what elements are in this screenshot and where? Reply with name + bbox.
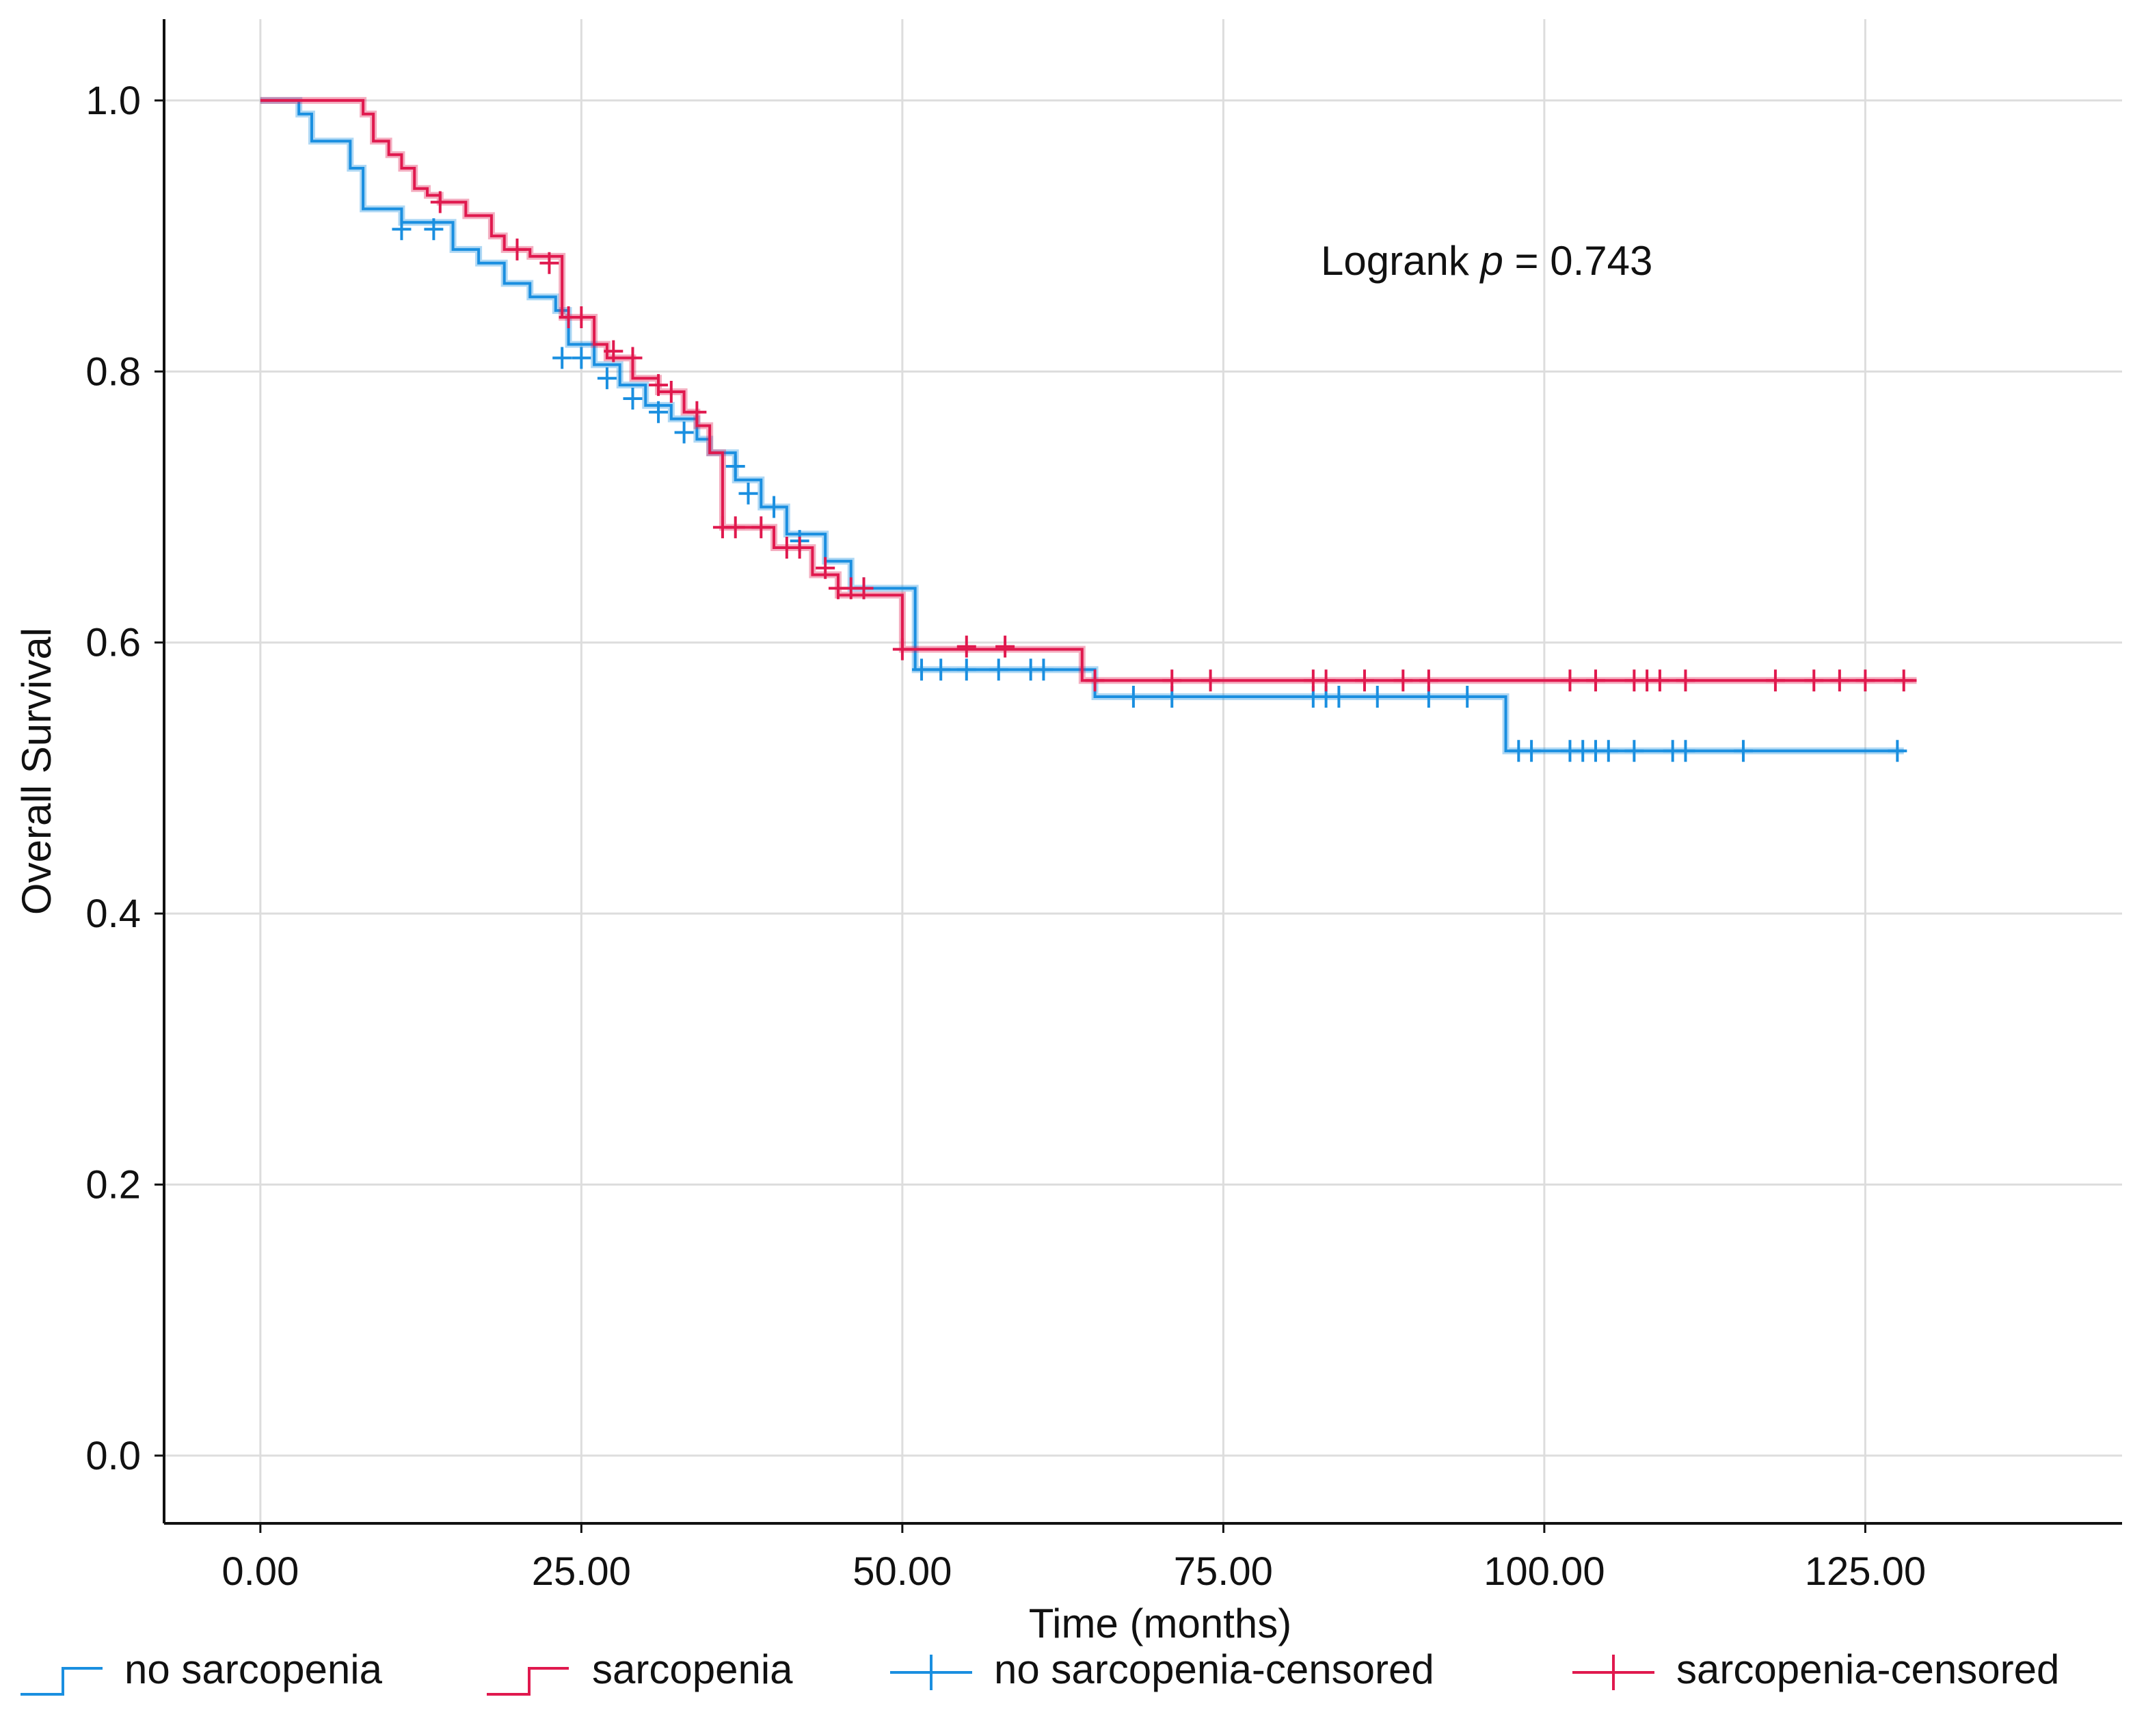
censor-mark [539,252,559,274]
censor-mark [725,455,745,478]
logrank-annotation: Logrank p = 0.743 [1321,238,1652,284]
y-axis-title: Overall Survival [14,628,59,915]
censor-mark [1085,669,1105,692]
censor-mark [1598,740,1618,762]
censor-mark [507,238,527,261]
censor-mark [392,218,412,241]
series-sarcopenia [260,96,1917,692]
censor-mark [1200,669,1220,692]
logrank-prefix: Logrank [1321,238,1481,284]
censor-mark [552,347,572,369]
censor-mark [1329,685,1349,708]
tick-labels: 0.00 25.00 50.00 75.00 100.00 125.00 0.0 0.2 0.4… [85,79,1926,1594]
survival-step-halo [260,96,1917,684]
legend-label: sarcopenia [592,1646,793,1692]
censor-mark [854,577,874,600]
censor-mark [1522,740,1542,762]
censor-mark [1894,669,1914,692]
censor-mark [1393,669,1413,692]
legend-swatch-step [21,1667,103,1696]
censor-mark [790,536,809,559]
censor-mark [572,306,591,329]
axes [163,19,2122,1525]
censor-mark [649,374,669,397]
legend-label: sarcopenia-censored [1676,1646,2059,1692]
censor-mark [912,658,932,681]
censor-mark [1367,685,1387,708]
x-tick-label: 100.00 [1484,1549,1605,1594]
legend: no sarcopenia sarcopenia no sarcopenia-c… [21,1646,2059,1696]
censor-mark [1458,685,1477,708]
censor-mark [1676,740,1695,762]
logrank-value: = 0.743 [1503,238,1653,284]
censor-mark [816,557,835,579]
censor-mark [572,347,591,369]
y-tick-label: 0.4 [85,892,141,936]
censor-mark [1162,669,1182,692]
censor-mark [649,401,669,423]
censor-mark [1765,669,1785,692]
censor-mark [1316,669,1336,692]
censor-mark [1676,669,1695,692]
grid-lines [164,19,2122,1523]
legend-label: no sarcopenia-censored [994,1646,1434,1692]
censor-mark [661,381,681,403]
censor-mark [623,387,643,410]
censor-mark [1123,685,1143,708]
censor-mark [1888,740,1907,762]
y-tick-label: 0.6 [85,621,141,665]
legend-item-no-sarcopenia-censored[interactable]: no sarcopenia-censored [890,1646,1434,1692]
censor-mark [687,401,707,423]
censor-mark [989,658,1008,681]
censor-mark [892,638,912,660]
censor-mark [931,658,951,681]
censor-mark [1855,669,1875,692]
x-tick-label: 50.00 [853,1549,952,1594]
legend-item-sarcopenia-censored[interactable]: sarcopenia-censored [1572,1646,2059,1692]
survival-step-line [260,98,1917,682]
censor-mark [1419,669,1438,692]
censor-mark [1586,669,1606,692]
x-tick-label: 125.00 [1805,1549,1926,1594]
censor-mark [1829,669,1849,692]
legend-item-sarcopenia[interactable]: sarcopenia [487,1646,793,1696]
censor-mark [430,191,450,213]
censor-mark [995,635,1015,658]
legend-label: no sarcopenia [124,1646,383,1692]
censor-mark [1804,669,1824,692]
censor-mark [725,516,745,539]
legend-swatch-plus [1572,1655,1654,1690]
censor-mark [751,516,771,539]
logrank-p: p [1479,238,1503,284]
x-tick-label: 25.00 [532,1549,631,1594]
y-tick-label: 1.0 [85,79,141,123]
censor-mark [1354,669,1374,692]
censor-mark [1650,669,1669,692]
censor-mark [604,340,623,362]
survival-step-line [260,98,1904,753]
censor-mark [956,635,976,658]
y-tick-label: 0.0 [85,1434,141,1478]
censor-mark [764,496,784,518]
censor-mark [597,367,617,390]
censor-mark [1034,658,1054,681]
x-axis-title: Time (months) [1029,1601,1292,1646]
x-tick-label: 75.00 [1174,1549,1273,1594]
censor-mark [738,482,758,505]
censor-mark [424,218,444,241]
censor-mark [623,347,643,369]
y-tick-label: 0.2 [85,1163,141,1207]
censor-mark [1560,669,1580,692]
series-layer [260,96,1917,762]
censor-mark [1733,740,1753,762]
legend-item-no-sarcopenia[interactable]: no sarcopenia [21,1646,383,1696]
legend-swatch-step [487,1667,569,1696]
x-tick-label: 0.00 [222,1549,299,1594]
y-tick-label: 0.8 [85,349,141,394]
censor-mark [674,421,694,444]
legend-swatch-plus [890,1655,972,1690]
censor-mark [1624,740,1644,762]
censor-mark [956,658,976,681]
